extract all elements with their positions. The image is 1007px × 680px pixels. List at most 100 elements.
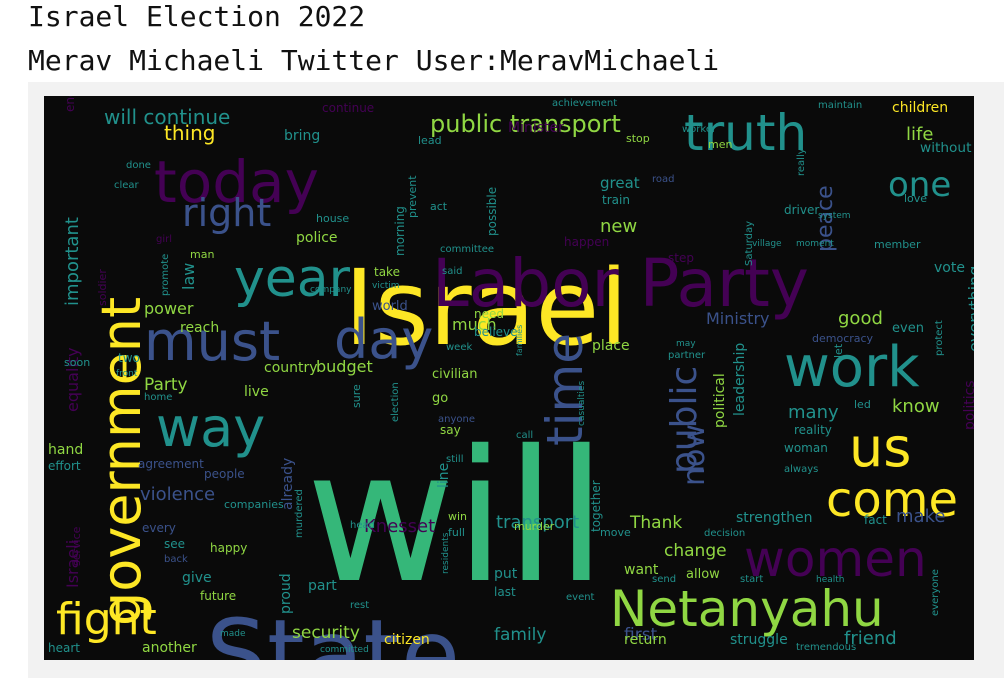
word-head: head [350,520,375,531]
word-health: health [816,575,845,585]
word-really: really [796,148,807,176]
word-fight: fight [56,594,157,645]
word-people: people [204,467,245,481]
word-partner: partner [668,350,706,361]
word-act: act [430,200,448,213]
word-everyone: everyone [930,569,941,616]
word-security: security [292,623,360,643]
word-murdered: murdered [294,489,305,538]
word-murder: murder [514,520,555,533]
word-every: every [142,521,176,535]
word-member: member [874,238,921,251]
word-continue: continue [322,101,374,115]
word-life: life [906,124,933,145]
word-struggle: struggle [730,632,788,648]
word-law: law [179,263,198,290]
word-tremendous: tremendous [796,642,856,653]
word-fact: fact [864,513,887,527]
word-now: now [677,424,712,486]
word-truth: truth [684,104,807,162]
word-put: put [494,566,518,582]
word-committee: committee [440,244,494,255]
word-still: still [446,454,463,465]
word-last: last [494,585,516,599]
word-another: another [142,640,197,656]
word-take: take [374,265,400,279]
word-today: today [154,148,319,216]
word-world: world [372,299,408,314]
word-families: families [515,325,524,356]
word-woman: woman [784,441,828,455]
word-right: right [182,191,271,235]
word-led: led [854,398,871,411]
word-even: even [892,321,924,336]
word-way: way [156,396,265,459]
word-front: front [116,369,138,379]
word-israeli: Israeli [63,540,82,588]
word-first: first [624,625,658,645]
word-two: two [118,351,140,365]
word-start: start [740,574,763,585]
word-work: work [784,335,920,400]
word-company: company [310,285,352,295]
word-saturday: Saturday [744,221,755,266]
word-promote: promote [160,254,171,296]
word-call: call [516,430,533,441]
word-netanyahu: Netanyahu [610,580,884,638]
word-leadership: leadership [732,343,748,416]
word-house: house [316,212,349,225]
word-always: always [784,464,818,475]
word-state: State [206,599,460,660]
word-day: day [334,308,433,371]
word-democracy: democracy [812,332,874,345]
word-see: see [164,537,185,551]
word-will: will [306,411,607,623]
word-agreement: agreement [138,457,204,471]
word-come: come [826,472,958,528]
word-back: back [164,554,188,565]
word-week: week [446,342,472,353]
word-made: made [220,629,246,639]
word-man: man [190,248,214,261]
word-achievement: achievement [552,98,617,109]
word-live: live [244,384,269,400]
word-important: important [62,217,83,306]
word-committed: committed [320,645,369,655]
word-knesset: Knesset [364,516,435,537]
word-minister: Minister [508,120,564,136]
word-need: need [474,307,504,321]
word-protect: protect [934,320,945,356]
word-love: love [904,192,927,205]
word-happy: happy [210,541,247,555]
word-know: know [892,396,940,417]
word-decision: decision [704,528,745,539]
word-soldier: soldier [96,269,109,306]
word-equality: equality [63,347,82,412]
word-full: full [448,526,465,539]
word-heart: heart [48,641,80,655]
word-reach: reach [180,320,219,336]
word-without: without [920,140,972,156]
word-said: said [442,266,462,277]
word-party: Party [144,375,188,395]
word-may: may [676,339,696,349]
word-let: let [832,343,845,358]
word-many: many [788,402,839,423]
word-girl: girl [156,234,172,245]
word-must: must [144,310,280,373]
word-want: want [624,562,659,578]
word-go: go [432,391,448,406]
word-stop: stop [626,132,650,145]
word-political: political [712,373,728,428]
word-clear: clear [114,180,140,191]
word-public: public [664,366,705,474]
word-civilian: civilian [432,367,478,382]
word-effort: effort [48,459,81,473]
word-line: line [436,463,452,488]
word-power: power [144,299,194,318]
word-peace: peace [813,185,838,252]
word-one: one [888,165,951,205]
word-send: send [652,574,676,585]
word-allow: allow [686,567,720,582]
notebook-subtitle: Merav Michaeli Twitter User:MeravMichael… [28,44,720,77]
